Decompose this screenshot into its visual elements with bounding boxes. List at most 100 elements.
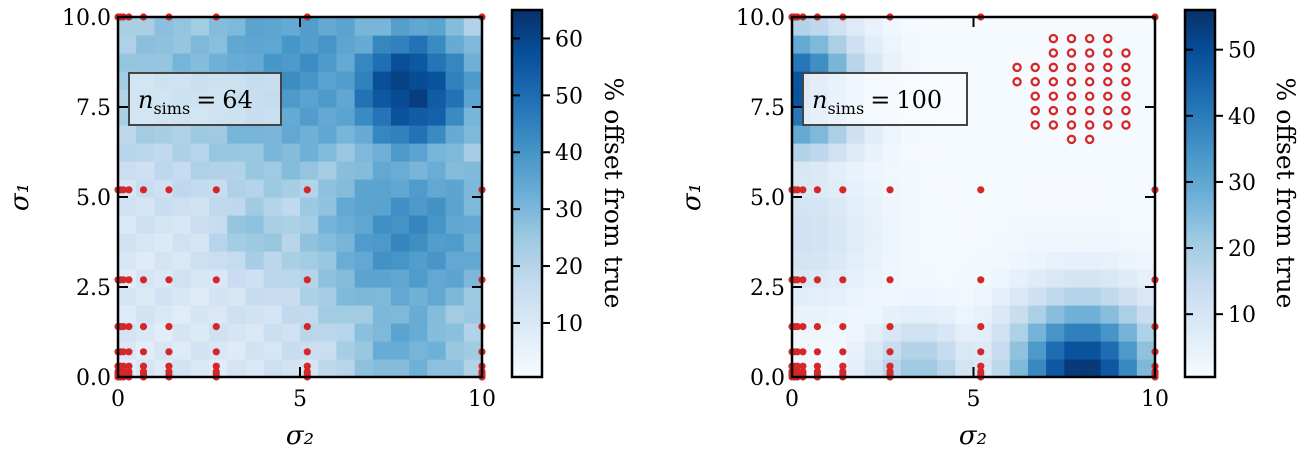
heat-cell [209, 35, 228, 54]
heat-cell [991, 251, 1011, 270]
heat-cell [792, 251, 811, 270]
heat-cell [463, 341, 483, 360]
heat-cell [354, 233, 374, 252]
heat-cell [209, 197, 228, 216]
heat-cell [1009, 251, 1029, 270]
y-tick-label: 7.5 [76, 96, 111, 121]
open-sample-point [1048, 33, 1059, 44]
heat-cell [281, 215, 301, 234]
heat-cell [1136, 161, 1156, 180]
sample-point [125, 348, 133, 356]
y-tick-label: 5.0 [750, 186, 785, 211]
heat-cell [973, 17, 993, 36]
heat-cell [846, 287, 866, 306]
heat-cell [955, 251, 975, 270]
heat-cell [1027, 305, 1047, 324]
heat-cell [281, 179, 301, 198]
heat-cell [427, 197, 447, 216]
heat-cell [300, 107, 319, 126]
heat-cell [1046, 125, 1065, 144]
heat-cell [792, 161, 811, 180]
heat-cell [1082, 197, 1102, 216]
heat-cell [409, 251, 428, 270]
heat-cell [937, 269, 956, 288]
heat-cell [190, 179, 210, 198]
heat-cell [172, 233, 192, 252]
heat-cell [1027, 125, 1047, 144]
heat-cell [209, 143, 228, 162]
open-sample-point [1048, 105, 1059, 116]
heat-cell [190, 197, 210, 216]
heat-cell [263, 359, 283, 378]
heat-cell [300, 233, 319, 252]
heat-cell [391, 323, 410, 342]
heat-cell [900, 17, 920, 36]
heat-cell [281, 17, 301, 36]
heat-cell [409, 269, 428, 288]
heat-cell [227, 125, 246, 144]
heat-cell [955, 179, 975, 198]
open-sample-point [1048, 77, 1059, 87]
heat-cell [318, 107, 337, 126]
sample-point [813, 186, 822, 194]
heat-cell [937, 287, 956, 306]
heat-cell [318, 161, 337, 180]
heat-cell [900, 305, 920, 324]
heat-cell [354, 71, 374, 90]
heat-cell [1027, 143, 1047, 162]
heat-cell [882, 35, 902, 54]
heat-cell [391, 359, 410, 378]
heat-cell [810, 233, 829, 252]
sample-point [165, 368, 173, 376]
heat-cell [263, 269, 283, 288]
heat-cell [919, 17, 938, 36]
heat-cell [409, 233, 428, 252]
heat-cell [973, 233, 993, 252]
heat-cell [900, 233, 920, 252]
heat-cell [354, 287, 374, 306]
sample-point [813, 368, 822, 376]
heat-cell [991, 107, 1011, 126]
heat-cell [281, 269, 301, 288]
heat-cell [882, 233, 902, 252]
heat-cell [336, 287, 356, 306]
heat-cell [1136, 269, 1156, 288]
heat-cell [846, 323, 866, 342]
heat-cell [463, 71, 483, 90]
heat-cell [1046, 233, 1065, 252]
heat-cell [227, 35, 246, 54]
heat-cell [1046, 305, 1065, 324]
heat-cell [154, 287, 174, 306]
heat-cell [281, 233, 301, 252]
heat-cell [1100, 251, 1120, 270]
sample-point [139, 348, 148, 356]
sample-point [212, 186, 220, 194]
heat-cell [190, 233, 210, 252]
colorbar-right: 10 20 30 40 50 % offset from true [1183, 8, 1300, 379]
heat-cell [1136, 359, 1156, 378]
colorbar-tick-label: 20 [555, 255, 583, 280]
heat-cell [1082, 287, 1102, 306]
colorbar-tick-label: 40 [1228, 105, 1256, 130]
y-tick-label: 0.0 [76, 366, 111, 391]
sample-point [799, 186, 807, 194]
sample-point [212, 362, 220, 370]
heat-cell [136, 35, 155, 54]
colorbar-label-left: % offset from true [599, 78, 628, 309]
heat-cell [846, 143, 866, 162]
heat-cell [154, 161, 174, 180]
heat-cell [136, 197, 155, 216]
heat-cell [846, 269, 866, 288]
heat-cell [445, 269, 465, 288]
heat-cell [281, 341, 301, 360]
open-sample-point [1012, 62, 1022, 73]
heat-cell [1064, 197, 1083, 216]
heat-cell [991, 89, 1011, 108]
heat-cell [900, 197, 920, 216]
heat-cell [792, 35, 811, 54]
sample-point [793, 276, 802, 284]
heat-cell [1009, 341, 1029, 360]
heat-cell [1100, 179, 1120, 198]
heat-cell [172, 17, 192, 36]
heat-cell [300, 305, 319, 324]
